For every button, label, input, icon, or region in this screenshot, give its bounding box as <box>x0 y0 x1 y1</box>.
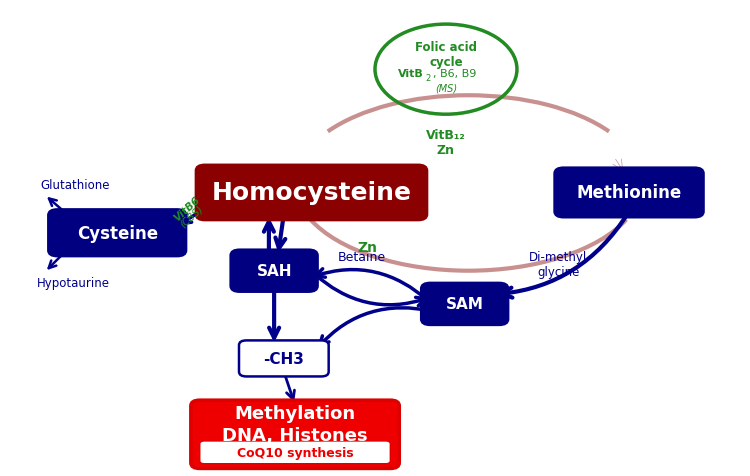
FancyBboxPatch shape <box>196 166 427 220</box>
FancyBboxPatch shape <box>239 341 328 377</box>
Text: Cysteine: Cysteine <box>76 224 158 242</box>
Text: VitB: VitB <box>398 69 424 79</box>
FancyBboxPatch shape <box>200 441 390 464</box>
Text: SAM: SAM <box>446 297 484 312</box>
Text: CoQ10 synthesis: CoQ10 synthesis <box>237 446 353 459</box>
Text: VitB₁₂
Zn: VitB₁₂ Zn <box>426 129 466 157</box>
Text: Methylation
DNA, Histones: Methylation DNA, Histones <box>222 404 368 444</box>
Text: VitB6: VitB6 <box>172 194 202 223</box>
FancyBboxPatch shape <box>422 283 508 325</box>
Text: Zn: Zn <box>358 240 377 255</box>
FancyBboxPatch shape <box>49 210 186 257</box>
FancyBboxPatch shape <box>190 400 399 468</box>
Text: Glutathione: Glutathione <box>40 178 110 192</box>
Text: -CH3: -CH3 <box>263 351 305 366</box>
Text: (MS): (MS) <box>435 83 457 93</box>
Text: Methionine: Methionine <box>577 184 682 202</box>
Text: Homocysteine: Homocysteine <box>211 181 412 205</box>
Text: Hypotaurine: Hypotaurine <box>38 277 110 290</box>
Text: (CBS): (CBS) <box>178 203 205 228</box>
Text: Folic acid
cycle: Folic acid cycle <box>415 40 477 69</box>
Text: 2: 2 <box>425 74 430 82</box>
FancyBboxPatch shape <box>231 250 317 292</box>
Text: Di-methyl
glycine: Di-methyl glycine <box>529 250 587 278</box>
Text: SAH: SAH <box>256 264 292 278</box>
Text: Betaine: Betaine <box>338 250 386 263</box>
Text: , B6, B9: , B6, B9 <box>433 69 476 79</box>
FancyBboxPatch shape <box>555 169 704 218</box>
